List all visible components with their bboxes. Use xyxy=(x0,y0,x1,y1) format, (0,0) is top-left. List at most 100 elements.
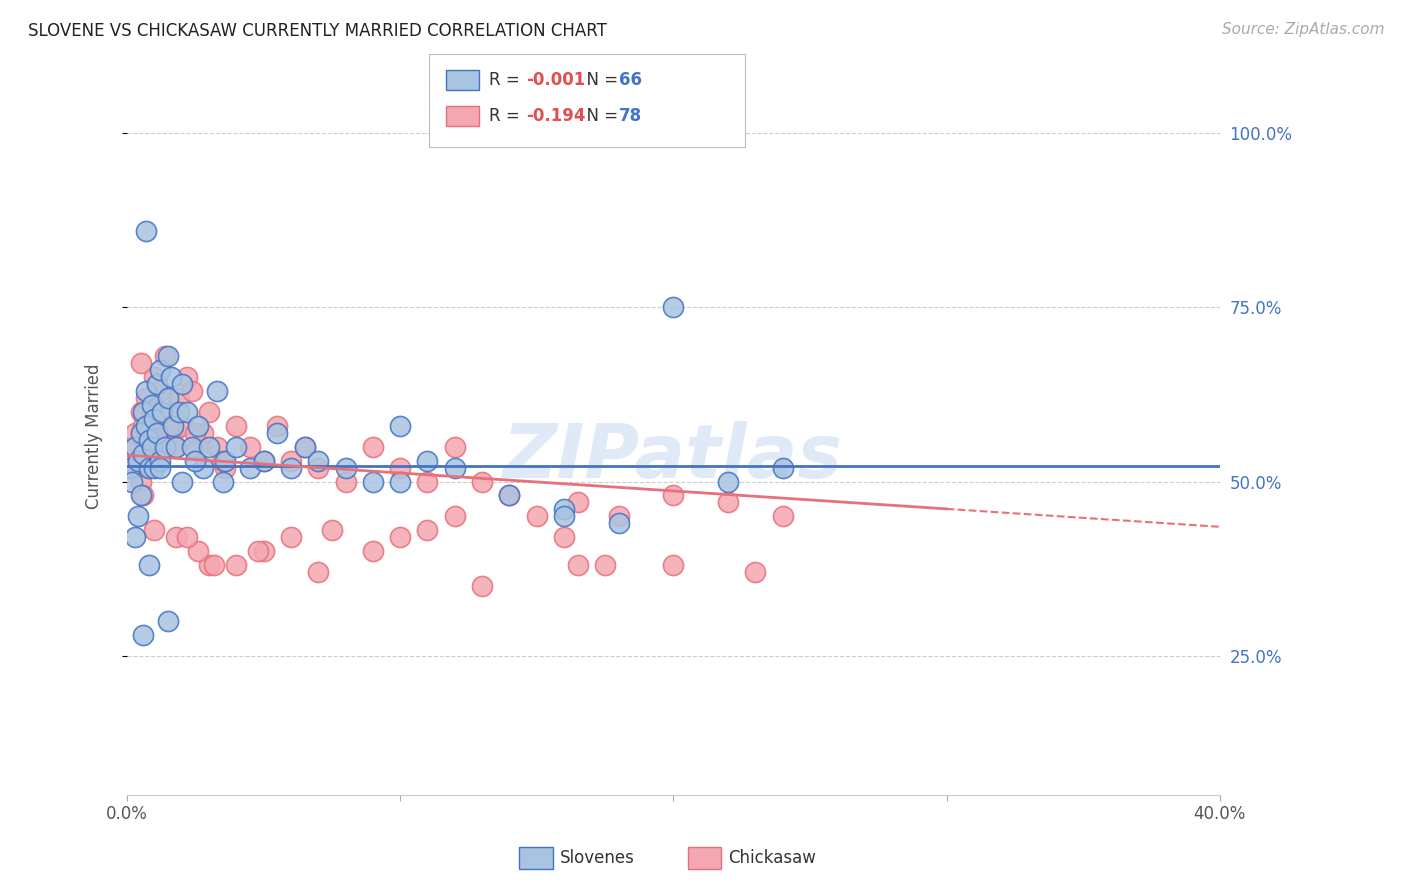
Text: R =: R = xyxy=(489,107,526,125)
Point xyxy=(443,460,465,475)
Point xyxy=(607,509,630,524)
Point xyxy=(717,495,740,509)
Point xyxy=(553,509,575,524)
Point xyxy=(187,440,209,454)
Point xyxy=(129,488,152,502)
Point xyxy=(526,509,548,524)
Point xyxy=(135,418,157,433)
Point xyxy=(132,628,155,642)
Point xyxy=(143,524,166,538)
Point xyxy=(202,558,225,573)
Point xyxy=(239,460,262,475)
Point xyxy=(498,488,520,502)
Text: 78: 78 xyxy=(619,107,641,125)
Point xyxy=(321,524,343,538)
Point xyxy=(205,440,228,454)
Point xyxy=(170,418,193,433)
Point xyxy=(389,460,412,475)
Point xyxy=(153,440,176,454)
Point xyxy=(149,453,172,467)
Point xyxy=(280,453,302,467)
Point xyxy=(266,418,288,433)
Point xyxy=(193,460,215,475)
Point xyxy=(121,440,143,454)
Point xyxy=(138,440,160,454)
Point xyxy=(744,565,766,579)
Text: 66: 66 xyxy=(619,71,641,89)
Point xyxy=(205,384,228,398)
Text: N =: N = xyxy=(576,107,624,125)
Point xyxy=(167,405,190,419)
Point xyxy=(211,475,233,489)
Point xyxy=(294,440,316,454)
Point xyxy=(307,565,329,579)
Point xyxy=(149,460,172,475)
Point xyxy=(176,405,198,419)
Point xyxy=(143,370,166,384)
Point xyxy=(567,558,589,573)
Point xyxy=(225,440,247,454)
Point xyxy=(132,418,155,433)
Point xyxy=(193,425,215,440)
Point xyxy=(127,460,149,475)
Point xyxy=(225,418,247,433)
Point xyxy=(553,530,575,544)
Point xyxy=(149,384,172,398)
Point xyxy=(717,475,740,489)
Point xyxy=(662,558,685,573)
Point xyxy=(252,544,274,558)
Point xyxy=(416,475,439,489)
Point xyxy=(593,558,616,573)
Point xyxy=(181,384,204,398)
Point xyxy=(153,349,176,363)
Point xyxy=(156,418,179,433)
Point xyxy=(214,453,236,467)
Point xyxy=(149,363,172,377)
Point xyxy=(156,391,179,405)
Point xyxy=(135,384,157,398)
Point xyxy=(471,475,494,489)
Point xyxy=(156,440,179,454)
Point xyxy=(280,460,302,475)
Point xyxy=(135,224,157,238)
Point xyxy=(335,460,357,475)
Point xyxy=(129,356,152,370)
Point xyxy=(389,475,412,489)
Point xyxy=(471,579,494,593)
Point xyxy=(138,460,160,475)
Point xyxy=(132,405,155,419)
Point xyxy=(198,558,221,573)
Point xyxy=(211,453,233,467)
Point xyxy=(132,447,155,461)
Point xyxy=(662,301,685,315)
Point xyxy=(138,558,160,573)
Point xyxy=(280,530,302,544)
Text: Chickasaw: Chickasaw xyxy=(728,849,815,867)
Point xyxy=(146,418,169,433)
Point xyxy=(156,614,179,628)
Point xyxy=(159,370,181,384)
Point xyxy=(121,475,143,489)
Point xyxy=(124,530,146,544)
Point xyxy=(138,433,160,447)
Point xyxy=(294,440,316,454)
Point xyxy=(129,405,152,419)
Text: -0.001: -0.001 xyxy=(526,71,585,89)
Point xyxy=(361,440,384,454)
Point xyxy=(162,425,184,440)
Point xyxy=(135,433,157,447)
Point xyxy=(198,405,221,419)
Point xyxy=(239,440,262,454)
Point xyxy=(389,530,412,544)
Point xyxy=(184,425,207,440)
Point xyxy=(176,370,198,384)
Point xyxy=(141,398,163,412)
Point xyxy=(389,418,412,433)
Point xyxy=(127,453,149,467)
Point xyxy=(181,440,204,454)
Point xyxy=(443,509,465,524)
Point xyxy=(124,425,146,440)
Point xyxy=(165,440,187,454)
Point xyxy=(124,440,146,454)
Point xyxy=(252,453,274,467)
